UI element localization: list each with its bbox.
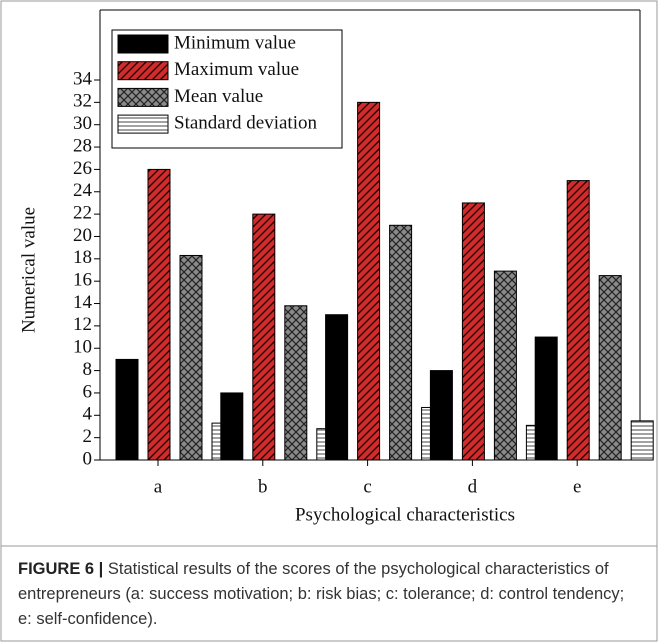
y-tick-label: 18 <box>73 247 92 268</box>
bar <box>534 336 558 461</box>
x-tick-label: b <box>258 476 268 497</box>
bar <box>461 202 485 461</box>
y-tick-label: 14 <box>73 292 93 313</box>
bar <box>429 370 453 461</box>
y-tick-label: 26 <box>73 158 92 179</box>
bar <box>220 392 244 461</box>
x-tick-label: d <box>468 476 478 497</box>
caption-label: FIGURE 6 | <box>18 560 104 578</box>
legend-swatch <box>117 34 169 54</box>
y-tick-label: 16 <box>73 270 92 291</box>
bar <box>325 314 349 461</box>
y-tick-label: 8 <box>83 359 93 380</box>
y-tick-label: 2 <box>83 426 93 447</box>
y-tick-label: 32 <box>73 91 92 112</box>
y-tick-label: 6 <box>83 381 93 402</box>
bar <box>252 213 276 461</box>
legend-swatch <box>117 61 169 81</box>
legend-swatch <box>117 114 169 134</box>
legend-label: Mean value <box>174 86 263 107</box>
y-tick-label: 34 <box>73 68 93 89</box>
x-axis-title: Psychological characteristics <box>295 504 515 525</box>
y-axis-title: Numerical value <box>18 207 39 333</box>
caption: FIGURE 6 | Statistical results of the sc… <box>18 557 628 632</box>
bar <box>115 358 139 461</box>
bar <box>284 305 308 461</box>
x-tick-label: a <box>154 476 163 497</box>
bar <box>630 420 654 461</box>
legend-label: Minimum value <box>174 32 296 53</box>
y-tick-label: 28 <box>73 135 92 156</box>
bar <box>147 168 171 461</box>
y-tick-label: 22 <box>73 202 92 223</box>
x-tick-label: c <box>363 476 371 497</box>
y-tick-label: 0 <box>83 448 93 469</box>
x-tick-label: e <box>573 476 581 497</box>
caption-text: Statistical results of the scores of the… <box>18 560 625 628</box>
bar <box>566 180 590 461</box>
bar <box>179 254 203 461</box>
bar <box>598 275 622 461</box>
legend-swatch <box>117 87 169 107</box>
y-tick-label: 20 <box>73 225 92 246</box>
legend-label: Standard deviation <box>174 112 317 133</box>
y-tick-label: 12 <box>73 314 92 335</box>
y-tick-label: 10 <box>73 337 92 358</box>
bar <box>389 224 413 461</box>
legend-label: Maximum value <box>174 59 299 80</box>
bar <box>357 101 381 461</box>
y-tick-label: 24 <box>73 180 93 201</box>
bar <box>493 270 517 461</box>
y-tick-label: 4 <box>83 404 93 425</box>
y-tick-label: 30 <box>73 113 92 134</box>
